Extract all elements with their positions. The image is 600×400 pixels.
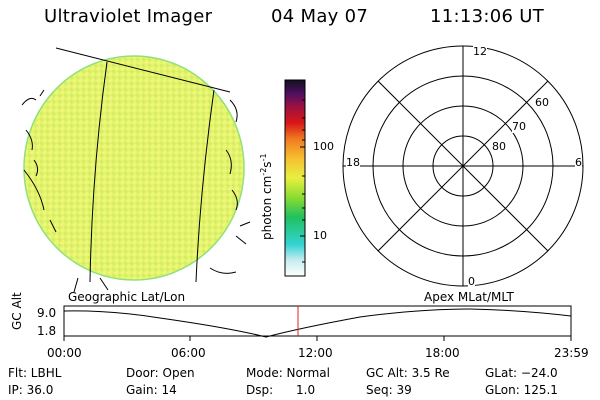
altitude-ytick-top: 9.0 bbox=[37, 306, 57, 320]
mlat-label-60: 60 bbox=[535, 96, 549, 109]
colorbar-tick-100: 100 bbox=[313, 140, 334, 153]
altitude-xtick-1200: 12:00 bbox=[298, 346, 333, 360]
image-date: 04 May 07 bbox=[271, 6, 369, 27]
info-filter: Flt: LBHL bbox=[8, 366, 62, 380]
instrument-title: Ultraviolet Imager bbox=[44, 6, 213, 27]
colorbar-tick-10: 10 bbox=[313, 229, 327, 242]
colorbar-ticks bbox=[300, 99, 305, 263]
mlat-label-70: 70 bbox=[512, 120, 526, 133]
altitude-xticks bbox=[63, 336, 572, 341]
mlt-label-6: 6 bbox=[575, 156, 582, 169]
polar-diagonal-2 bbox=[377, 80, 549, 252]
info-glon: GLon: 125.1 bbox=[485, 383, 558, 397]
info-gc-alt: GC Alt: 3.5 Re bbox=[366, 366, 450, 380]
colorbar-gradient bbox=[284, 79, 306, 277]
geographic-panel-label: Geographic Lat/Lon bbox=[68, 290, 186, 304]
altitude-ylabel: GC Alt bbox=[10, 292, 24, 330]
altitude-xtick-2359: 23:59 bbox=[554, 346, 589, 360]
geographic-grid bbox=[21, 47, 251, 293]
altitude-xtick-0000: 00:00 bbox=[47, 346, 82, 360]
altitude-curve bbox=[63, 308, 572, 338]
info-dsp: Dsp: 1.0 bbox=[246, 383, 316, 397]
altitude-xtick-1800: 18:00 bbox=[425, 346, 460, 360]
info-glat: GLat: −24.0 bbox=[485, 366, 558, 380]
info-ip: IP: 36.0 bbox=[8, 383, 54, 397]
mlt-label-12: 12 bbox=[473, 45, 487, 58]
mlt-label-0: 0 bbox=[468, 275, 475, 288]
info-door: Door: Open bbox=[126, 366, 195, 380]
info-mode: Mode: Normal bbox=[246, 366, 330, 380]
image-time: 11:13:06 UT bbox=[430, 6, 545, 27]
altitude-ytick-bottom: 1.8 bbox=[37, 324, 57, 338]
info-gain: Gain: 14 bbox=[126, 383, 177, 397]
mlt-label-18: 18 bbox=[346, 156, 360, 169]
altitude-xtick-0600: 06:00 bbox=[171, 346, 206, 360]
disk-texture bbox=[25, 57, 243, 279]
mlat-label-80: 80 bbox=[492, 140, 506, 153]
magnetic-panel-label: Apex MLat/MLT bbox=[424, 290, 514, 304]
altitude-plot-frame bbox=[63, 305, 572, 337]
info-seq: Seq: 39 bbox=[366, 383, 412, 397]
